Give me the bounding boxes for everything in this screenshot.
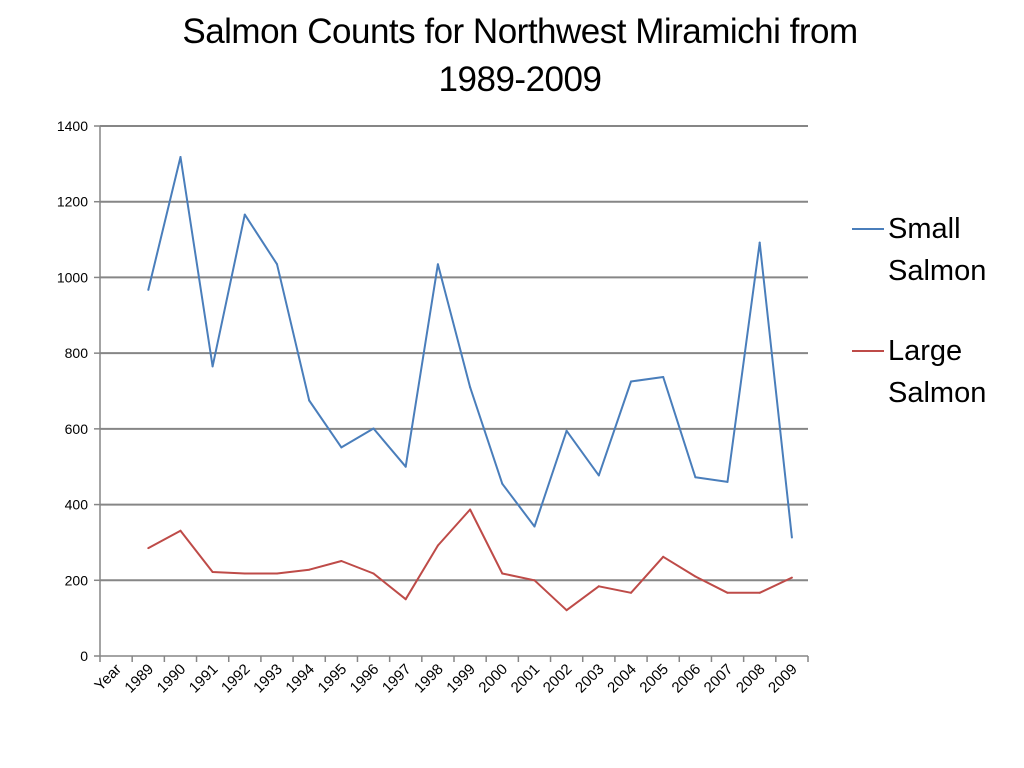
data-point-large-salmon-2007: [726, 591, 729, 594]
y-tick-label-200: 200: [65, 572, 89, 588]
x-tick-label-2006: 2006: [669, 661, 705, 697]
y-tick-label-600: 600: [65, 421, 89, 437]
y-tick-label-1000: 1000: [57, 269, 88, 285]
data-point-large-salmon-1993: [276, 572, 278, 575]
x-tick-label-2000: 2000: [475, 661, 511, 697]
data-point-large-salmon-2000: [501, 572, 504, 575]
x-tick-label-2003: 2003: [572, 661, 608, 697]
chart-title-line-1: Salmon Counts for Northwest Miramichi fr…: [182, 12, 858, 51]
x-tick-label-2004: 2004: [604, 661, 640, 697]
data-point-large-salmon-2009: [790, 576, 793, 579]
legend-item-large-salmon: Large Salmon: [852, 330, 1022, 414]
data-point-small-salmon-1995: [340, 446, 343, 449]
legend-label-large-salmon-line-2: Salmon: [888, 377, 987, 409]
data-point-small-salmon-1997: [404, 465, 407, 468]
data-point-large-salmon-2005: [662, 555, 665, 558]
data-point-large-salmon-2003: [597, 585, 600, 588]
chart-title: Salmon Counts for Northwest Miramichi fr…: [120, 8, 920, 104]
x-tick-label-1994: 1994: [282, 661, 318, 697]
data-point-small-salmon-2000: [501, 482, 504, 485]
data-point-small-salmon-1991: [211, 365, 214, 368]
legend-swatch-small-salmon: [852, 228, 884, 230]
data-point-small-salmon-2005: [662, 376, 665, 378]
data-point-large-salmon-1997: [404, 598, 407, 601]
y-tick-label-1200: 1200: [57, 194, 88, 210]
legend-item-small-salmon: Small Salmon: [852, 208, 1022, 292]
chart-legend: Small Salmon Large Salmon: [852, 208, 1022, 414]
data-point-large-salmon-1992: [243, 572, 246, 575]
data-point-large-salmon-1991: [211, 571, 214, 573]
x-tick-label-2002: 2002: [540, 661, 576, 697]
x-tick-label-2009: 2009: [765, 661, 801, 697]
data-point-large-salmon-1999: [469, 508, 472, 511]
x-tick-label-1992: 1992: [218, 661, 254, 697]
data-point-large-salmon-2008: [758, 591, 761, 594]
data-point-small-salmon-2003: [597, 474, 600, 477]
x-tick-label-1993: 1993: [250, 661, 286, 697]
x-tick-label-2008: 2008: [733, 661, 769, 697]
x-tick-label-1989: 1989: [121, 661, 157, 697]
x-tick-label-Year: Year: [91, 661, 124, 694]
legend-label-large-salmon-line-1: Large: [888, 335, 963, 367]
data-point-small-salmon-2002: [565, 429, 568, 432]
x-tick-label-1997: 1997: [379, 661, 415, 697]
x-tick-label-1996: 1996: [347, 661, 383, 697]
x-tick-label-2001: 2001: [508, 661, 544, 697]
series-line-large-salmon: [147, 508, 793, 612]
x-tick-label-1999: 1999: [443, 661, 479, 697]
data-point-large-salmon-1990: [179, 529, 182, 532]
data-point-small-salmon-1989: [147, 288, 150, 291]
data-point-large-salmon-2004: [630, 591, 632, 594]
legend-label-small-salmon-line-1: Small: [888, 213, 961, 245]
x-tick-label-1995: 1995: [315, 661, 351, 697]
data-point-large-salmon-1989: [147, 547, 150, 550]
data-point-small-salmon-1994: [308, 399, 311, 402]
data-point-small-salmon-2001: [533, 525, 536, 528]
data-point-large-salmon-1998: [436, 544, 439, 547]
chart-title-line-2: 1989-2009: [438, 60, 602, 99]
x-tick-label-1990: 1990: [154, 661, 190, 697]
y-tick-label-1400: 1400: [57, 118, 88, 134]
data-point-small-salmon-1999: [469, 386, 472, 389]
data-point-small-salmon-1998: [436, 263, 439, 266]
x-tick-label-1991: 1991: [186, 661, 222, 697]
data-point-large-salmon-2001: [533, 579, 536, 582]
data-point-large-salmon-1995: [340, 560, 343, 562]
y-tick-label-800: 800: [65, 345, 89, 361]
data-point-small-salmon-1993: [276, 263, 278, 266]
y-tick-label-0: 0: [80, 648, 88, 664]
data-point-small-salmon-2006: [694, 476, 697, 479]
data-point-small-salmon-1992: [243, 213, 246, 216]
data-point-small-salmon-2007: [726, 480, 729, 483]
x-tick-label-1998: 1998: [411, 661, 447, 697]
data-point-small-salmon-2004: [630, 380, 632, 383]
data-point-small-salmon-2008: [758, 241, 761, 244]
data-point-large-salmon-1996: [372, 572, 375, 575]
y-tick-label-400: 400: [65, 497, 89, 513]
data-point-large-salmon-2006: [694, 575, 697, 578]
x-tick-label-2005: 2005: [636, 661, 672, 697]
legend-label-small-salmon-line-2: Salmon: [888, 255, 987, 287]
x-tick-label-2007: 2007: [701, 661, 737, 697]
data-point-small-salmon-2009: [790, 536, 793, 539]
data-point-large-salmon-1994: [308, 568, 311, 571]
data-point-small-salmon-1990: [179, 156, 182, 158]
legend-swatch-large-salmon: [852, 350, 884, 352]
data-point-small-salmon-1996: [372, 427, 375, 430]
data-point-large-salmon-2002: [565, 609, 568, 612]
